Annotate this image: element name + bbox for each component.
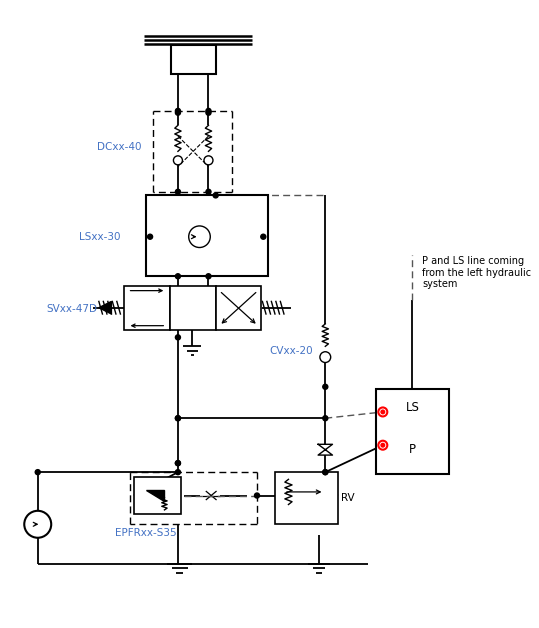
Bar: [124, 286, 170, 330]
Circle shape: [381, 410, 385, 414]
Circle shape: [206, 189, 211, 194]
Circle shape: [254, 493, 259, 498]
Text: P and LS line coming
from the left hydraulic
system: P and LS line coming from the left hydra…: [423, 256, 531, 290]
Circle shape: [148, 234, 153, 239]
Text: DCxx-40: DCxx-40: [97, 142, 142, 152]
Circle shape: [175, 335, 181, 340]
Circle shape: [175, 109, 181, 114]
Circle shape: [323, 416, 328, 421]
Bar: [146, 195, 268, 276]
Circle shape: [206, 274, 211, 279]
Circle shape: [189, 226, 210, 247]
Circle shape: [175, 274, 181, 279]
Text: SVxx-47D: SVxx-47D: [47, 303, 98, 313]
Circle shape: [323, 470, 328, 475]
Circle shape: [175, 470, 181, 475]
Text: RV: RV: [342, 493, 355, 503]
Circle shape: [204, 156, 213, 165]
Circle shape: [261, 234, 266, 239]
Circle shape: [378, 408, 388, 416]
Bar: [171, 45, 216, 74]
Circle shape: [323, 470, 328, 475]
Bar: [275, 472, 338, 524]
Bar: [170, 286, 216, 330]
Circle shape: [175, 110, 181, 115]
Circle shape: [35, 470, 40, 475]
Circle shape: [206, 110, 211, 115]
Circle shape: [174, 156, 182, 165]
Circle shape: [175, 416, 181, 421]
Circle shape: [323, 384, 328, 389]
Circle shape: [320, 352, 331, 362]
Circle shape: [175, 461, 181, 466]
Circle shape: [381, 443, 385, 447]
Circle shape: [206, 109, 211, 114]
Text: P: P: [409, 443, 416, 456]
Text: CVxx-20: CVxx-20: [270, 346, 313, 356]
Circle shape: [175, 461, 181, 466]
Circle shape: [175, 416, 181, 421]
Circle shape: [213, 193, 218, 198]
Circle shape: [24, 511, 51, 538]
Circle shape: [175, 189, 181, 194]
Text: LSxx-30: LSxx-30: [79, 232, 121, 242]
Text: EPFRxx-S35: EPFRxx-S35: [115, 528, 177, 538]
Bar: [216, 286, 261, 330]
Text: LS: LS: [405, 401, 419, 414]
Bar: [134, 477, 181, 514]
Circle shape: [378, 441, 388, 450]
Polygon shape: [99, 301, 112, 314]
Polygon shape: [147, 490, 164, 501]
Bar: [376, 389, 450, 474]
